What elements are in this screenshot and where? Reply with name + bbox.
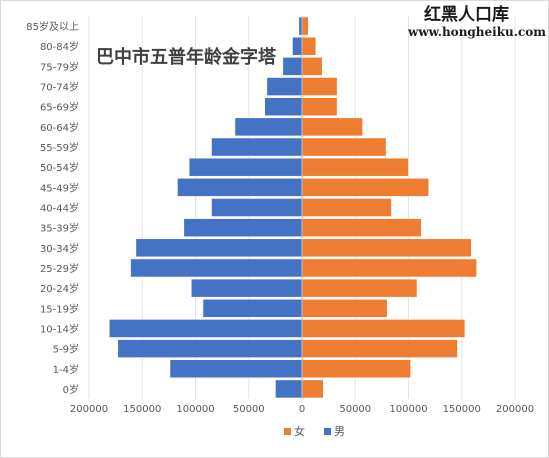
bar-male-3: [108, 319, 303, 338]
bar-male-2: [117, 339, 303, 358]
x-tick-label: 50000: [339, 404, 371, 415]
bar-female-8: [301, 218, 422, 238]
legend-swatch-female: [284, 428, 291, 435]
bar-female-7: [301, 238, 472, 258]
bar-female-2: [301, 339, 458, 358]
y-tick-label: 5-9岁: [53, 343, 79, 356]
bar-male-4: [202, 298, 303, 318]
bar-female-9: [301, 198, 392, 217]
bar-male-5: [190, 278, 303, 298]
bar-male-6: [130, 258, 303, 278]
bar-female-16: [301, 57, 323, 76]
y-tick-label: 60-64岁: [40, 121, 79, 134]
y-tick-label: 55-59岁: [40, 141, 79, 154]
legend-swatch-male: [324, 428, 331, 435]
bar-male-16: [282, 57, 303, 76]
axes: 0岁 1-4岁 5-9岁 10-14岁 15-19岁 20-24岁 25-29岁 30-34岁…: [26, 16, 534, 415]
chart-title: 巴中市五普年龄金字塔: [96, 46, 277, 68]
bar-female-5: [301, 278, 418, 298]
y-tick-label: 0岁: [63, 383, 79, 396]
bar-male-11: [188, 157, 303, 177]
y-tick-label: 20-24岁: [40, 282, 79, 295]
y-tick-label: 30-34岁: [40, 242, 79, 255]
x-tick-label: 200000: [70, 404, 108, 415]
x-tick-label: 200000: [496, 404, 534, 415]
bar-female-15: [301, 77, 338, 96]
bar-female-6: [301, 258, 477, 278]
y-tick-label: 50-54岁: [40, 161, 79, 174]
x-tick-label: 50000: [233, 404, 265, 415]
legend: 女男: [284, 424, 345, 438]
bar-male-0: [275, 379, 303, 399]
x-tick-label: 150000: [123, 404, 161, 415]
x-tick-label: 100000: [176, 404, 214, 415]
bar-male-14: [264, 97, 303, 117]
y-tick-label: 45-49岁: [40, 181, 79, 194]
y-tick-label: 1-4岁: [53, 363, 79, 376]
y-tick-label: 85岁及以上: [26, 20, 79, 33]
y-tick-label: 10-14岁: [40, 322, 79, 335]
watermark-title: 红黑人口库: [424, 4, 509, 25]
x-tick-label: 100000: [389, 404, 427, 415]
bar-male-9: [211, 198, 303, 217]
x-tick-label: 0: [299, 404, 305, 415]
bars: [108, 16, 477, 399]
watermark-url: www.hongheiku.com: [407, 25, 546, 39]
legend-label-male: 男: [334, 425, 345, 438]
y-tick-label: 65-69岁: [40, 101, 79, 114]
bar-male-7: [135, 238, 303, 258]
bar-male-17: [292, 36, 303, 56]
bar-female-10: [301, 177, 430, 197]
y-tick-label: 40-44岁: [40, 202, 79, 215]
y-tick-label: 25-29岁: [40, 262, 79, 275]
bar-female-4: [301, 298, 388, 318]
bar-female-0: [301, 379, 324, 399]
bar-female-17: [301, 36, 317, 56]
bar-male-15: [266, 77, 303, 96]
bar-male-10: [177, 177, 303, 197]
y-tick-label: 15-19岁: [40, 302, 79, 315]
bar-male-13: [234, 117, 303, 137]
y-tick-label: 35-39岁: [40, 222, 79, 235]
bar-male-12: [211, 137, 303, 157]
bar-male-8: [183, 218, 303, 238]
bar-female-18: [301, 16, 309, 36]
bar-female-14: [301, 97, 338, 117]
bar-female-13: [301, 117, 364, 137]
bar-male-1: [169, 359, 303, 379]
y-tick-label: 70-74岁: [40, 81, 79, 94]
bar-female-12: [301, 137, 387, 157]
bar-female-3: [301, 319, 466, 338]
legend-label-female: 女: [294, 424, 305, 438]
x-tick-label: 150000: [443, 404, 481, 415]
y-tick-label: 75-79岁: [40, 60, 79, 73]
y-tick-label: 80-84岁: [40, 40, 79, 53]
bar-female-11: [301, 157, 409, 177]
bar-female-1: [301, 359, 411, 379]
